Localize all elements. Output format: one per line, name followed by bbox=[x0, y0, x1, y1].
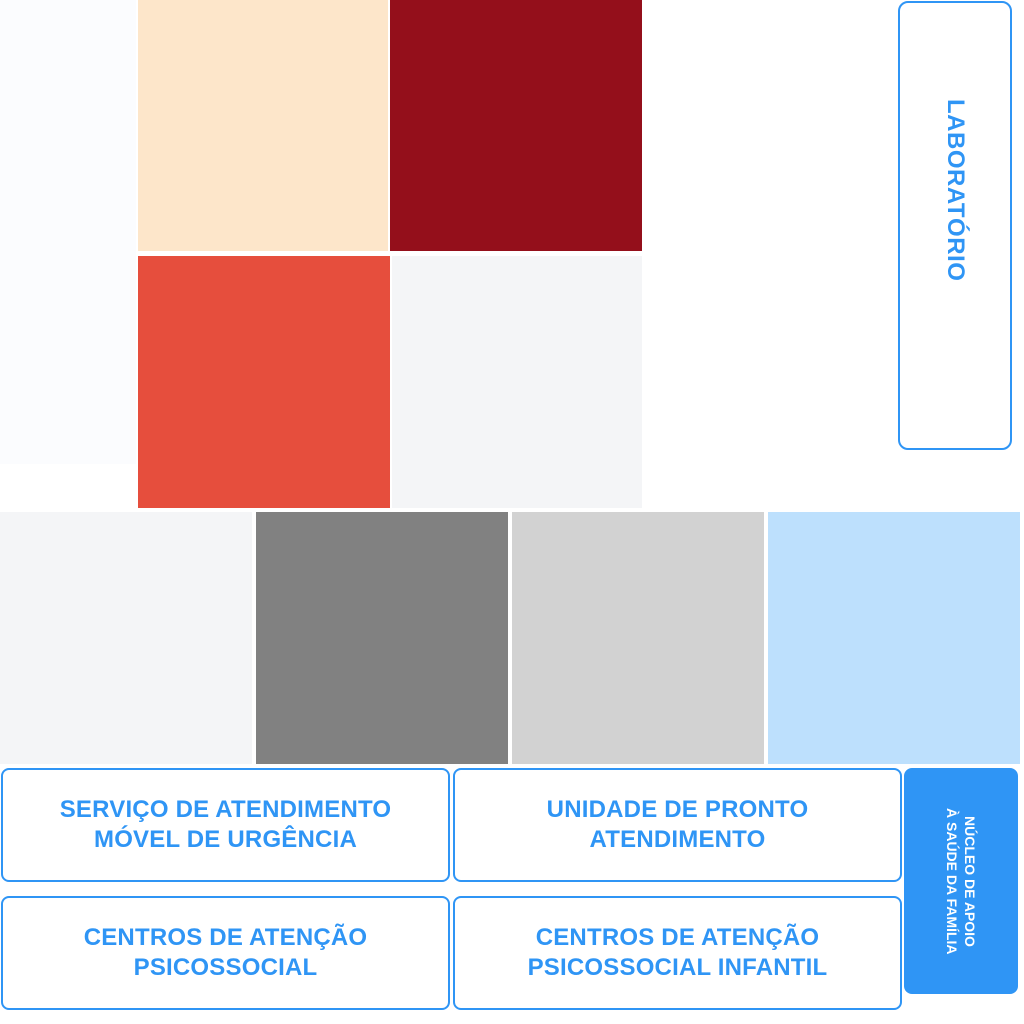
nasf-button[interactable]: NÚCLEO DE APOIO À SAÚDE DA FAMÍLIA bbox=[904, 768, 1018, 994]
caps-button[interactable]: CENTROS DE ATENÇÃO PSICOSSOCIAL bbox=[1, 896, 450, 1010]
laboratorio-label: Laboratório bbox=[942, 99, 969, 282]
upa-button[interactable]: UNIDADE DE PRONTO ATENDIMENTO bbox=[453, 768, 902, 882]
nasf-label: NÚCLEO DE APOIO À SAÚDE DA FAMÍLIA bbox=[944, 807, 978, 955]
capsi-label: CENTROS DE ATENÇÃO PSICOSSOCIAL INFANTIL bbox=[527, 924, 828, 981]
tile-very-light bbox=[0, 0, 136, 464]
tile-light-gray-top[interactable] bbox=[392, 256, 642, 508]
tile-peach[interactable] bbox=[138, 0, 388, 251]
tile-red-orange[interactable] bbox=[138, 256, 390, 508]
caps-label: CENTROS DE ATENÇÃO PSICOSSOCIAL bbox=[83, 924, 368, 981]
tile-light-blue[interactable] bbox=[768, 512, 1020, 764]
samu-label: SERVIÇO DE ATENDIMENTO MÓVEL DE URGÊNCIA bbox=[59, 796, 392, 853]
tile-light-gray-middle[interactable] bbox=[0, 512, 252, 764]
upa-label: UNIDADE DE PRONTO ATENDIMENTO bbox=[546, 796, 809, 853]
tile-gray[interactable] bbox=[256, 512, 508, 764]
tile-dark-red[interactable] bbox=[390, 0, 642, 251]
capsi-button[interactable]: CENTROS DE ATENÇÃO PSICOSSOCIAL INFANTIL bbox=[453, 896, 902, 1010]
tile-silver[interactable] bbox=[512, 512, 764, 764]
samu-button[interactable]: SERVIÇO DE ATENDIMENTO MÓVEL DE URGÊNCIA bbox=[1, 768, 450, 882]
laboratorio-button[interactable]: Laboratório bbox=[898, 1, 1012, 450]
